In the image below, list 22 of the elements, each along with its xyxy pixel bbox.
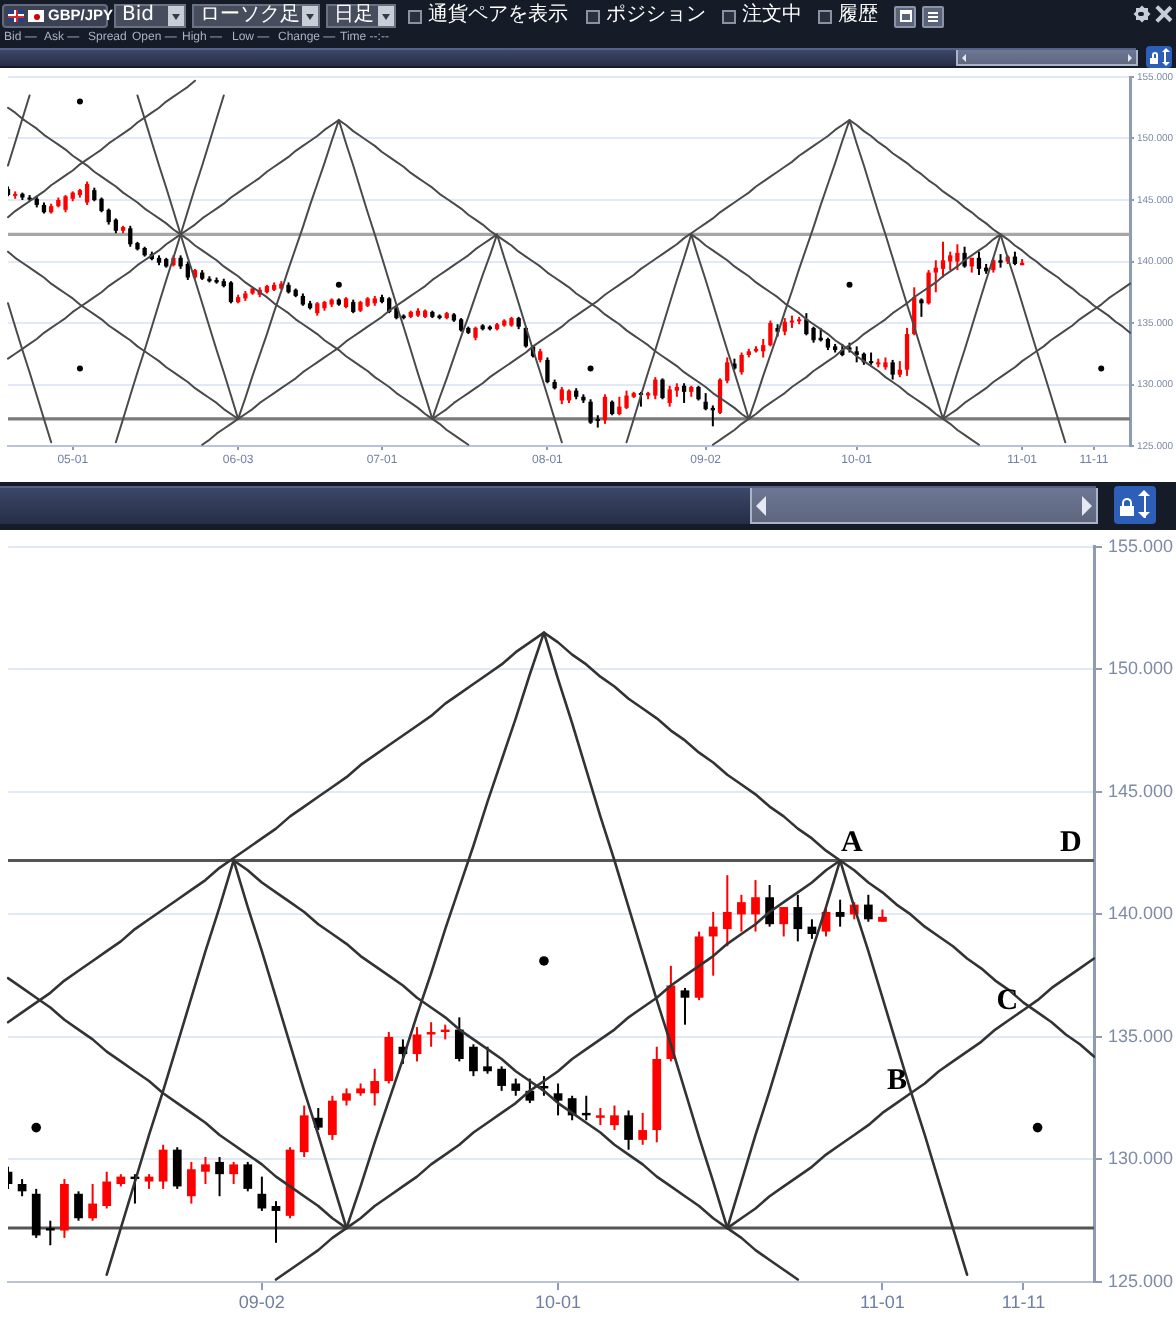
annotation: B — [886, 1064, 907, 1097]
x-tick-label: 10-01 — [535, 1291, 582, 1312]
annotation: D — [1059, 827, 1082, 860]
y-tick-label: 145.000 — [1108, 780, 1174, 801]
y-tick-label: 155.000 — [1108, 535, 1174, 556]
y-tick-label: 135.000 — [1108, 1025, 1174, 1046]
y-tick-label: 150.000 — [1108, 658, 1174, 679]
y-tick-label: 140.000 — [1108, 903, 1174, 924]
dropdown: ローソク足 — [192, 4, 320, 28]
x-tick-label: 09-02 — [238, 1291, 285, 1312]
y-tick-label: 130.000 — [1108, 1148, 1174, 1169]
annotation: C — [996, 984, 1019, 1017]
text: ポジション — [606, 4, 706, 28]
x-tick-label: 11-11 — [1001, 1291, 1046, 1312]
text: 注文中 — [742, 4, 802, 28]
dropdown: Bid — [114, 4, 186, 28]
y-tick-label: 125.000 — [1108, 1270, 1174, 1291]
dropdown: 日足 — [326, 4, 396, 28]
text: 履歴 — [838, 4, 878, 28]
annotation: A — [840, 827, 863, 860]
x-tick-label: 11-01 — [860, 1291, 905, 1312]
text: 通貨ペアを表示 — [428, 4, 568, 28]
